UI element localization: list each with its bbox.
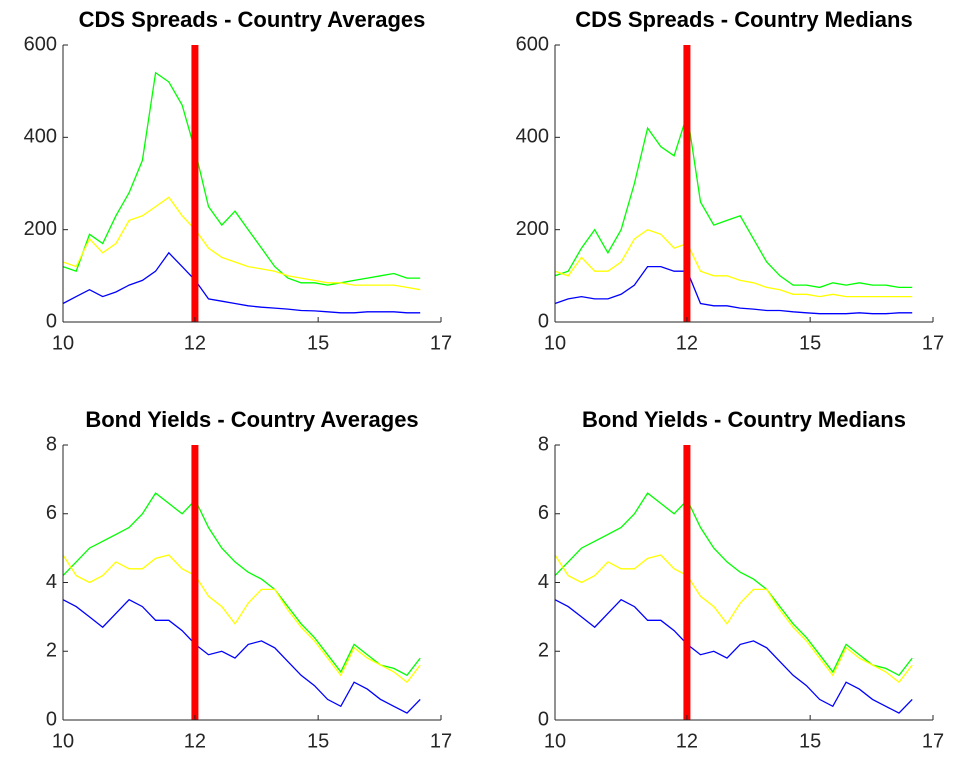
panel-title: Bond Yields - Country Medians <box>582 407 906 432</box>
x-tick-label: 10 <box>52 730 74 752</box>
x-tick-label: 10 <box>544 730 566 752</box>
y-tick-label: 0 <box>46 310 57 332</box>
series-line <box>554 492 913 677</box>
x-tick-label: 15 <box>307 730 329 752</box>
series-line <box>62 196 421 291</box>
x-tick-label: 12 <box>184 332 206 354</box>
y-tick-label: 6 <box>46 502 57 524</box>
series-line <box>554 265 913 315</box>
series-line <box>554 554 913 684</box>
series-line <box>554 228 913 298</box>
panel-title: CDS Spreads - Country Averages <box>79 7 426 32</box>
y-tick-label: 400 <box>516 126 549 148</box>
y-tick-label: 400 <box>24 126 57 148</box>
x-tick-label: 12 <box>676 730 698 752</box>
y-tick-label: 2 <box>46 640 57 662</box>
panel-title: CDS Spreads - Country Medians <box>575 7 912 32</box>
y-tick-label: 0 <box>538 310 549 332</box>
y-tick-label: 200 <box>516 218 549 240</box>
x-tick-label: 15 <box>307 332 329 354</box>
y-tick-label: 600 <box>516 33 549 55</box>
x-tick-label: 17 <box>430 332 452 354</box>
x-tick-label: 10 <box>52 332 74 354</box>
y-tick-label: 200 <box>24 218 57 240</box>
y-tick-label: 8 <box>538 433 549 455</box>
x-tick-label: 15 <box>799 332 821 354</box>
y-tick-label: 8 <box>46 433 57 455</box>
y-tick-label: 0 <box>46 708 57 730</box>
x-tick-label: 17 <box>922 730 944 752</box>
y-tick-label: 4 <box>538 571 549 593</box>
x-tick-label: 12 <box>676 332 698 354</box>
y-tick-label: 2 <box>538 640 549 662</box>
series-line <box>62 71 421 286</box>
series-line <box>62 492 421 677</box>
series-line <box>554 114 913 289</box>
series-line <box>554 598 913 714</box>
y-tick-label: 600 <box>24 33 57 55</box>
y-tick-label: 6 <box>538 502 549 524</box>
series-line <box>62 554 421 684</box>
x-tick-label: 15 <box>799 730 821 752</box>
y-tick-label: 0 <box>538 708 549 730</box>
x-tick-label: 17 <box>430 730 452 752</box>
x-tick-label: 12 <box>184 730 206 752</box>
series-line <box>62 598 421 714</box>
series-line <box>62 251 421 314</box>
x-tick-label: 17 <box>922 332 944 354</box>
y-tick-label: 4 <box>46 571 57 593</box>
panel-title: Bond Yields - Country Averages <box>85 407 418 432</box>
x-tick-label: 10 <box>544 332 566 354</box>
